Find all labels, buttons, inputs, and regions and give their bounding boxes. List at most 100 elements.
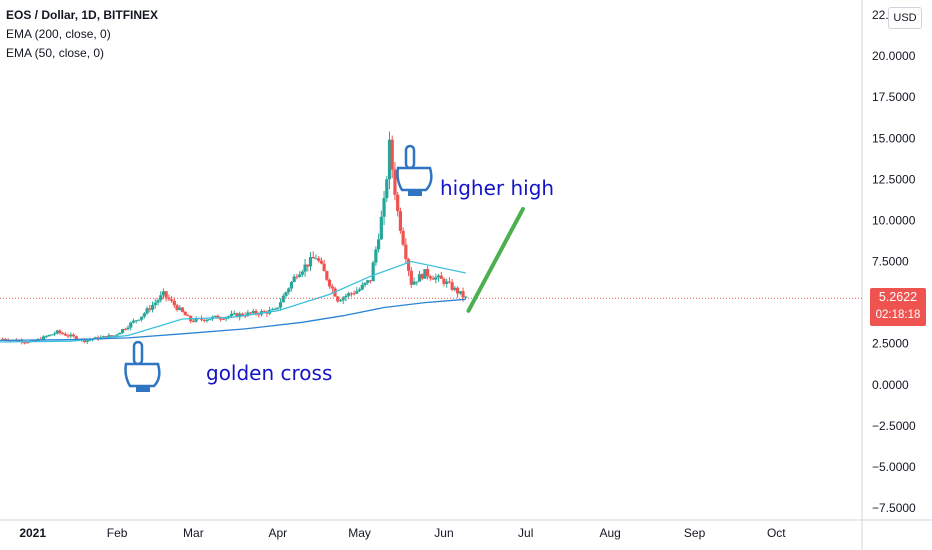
hand-pointing-down-icon [124,340,161,392]
candle-body [453,287,457,290]
candle-body [295,276,299,278]
candle-body [164,291,168,298]
candle-body [120,329,125,333]
candle-body [363,282,367,286]
price-tick-label: 15.0000 [872,131,916,145]
candle-body [338,300,343,302]
candle-body [205,319,209,321]
candle-body [442,278,446,284]
candle-body [107,335,111,339]
candle-body [300,271,304,275]
currency-button[interactable]: USD [888,7,922,29]
candle-body [134,320,138,322]
hand-pointing-down-icon [396,144,433,196]
candle-body [137,319,141,321]
hand-finger [404,144,416,170]
candle-body [308,256,313,267]
candle-body [232,313,236,315]
time-tick-label: Jun [434,526,453,540]
candle-body [175,305,179,310]
candle-body [417,274,422,282]
candle-body [153,302,157,306]
candle-body [396,194,400,212]
candle-body [289,281,294,289]
candle-body [156,300,160,303]
golden-cross-annotation: golden cross [206,361,333,385]
candle-body [257,313,261,315]
candle-body [142,313,146,317]
time-tick-label: Aug [599,526,620,540]
candle-body [63,333,67,336]
candle-body [439,275,443,279]
hand-cuff [136,386,150,392]
candle-body [464,296,468,298]
candle-body [101,336,106,338]
candle-body [227,316,231,318]
symbol-title: EOS / Dollar, 1D, BITFINEX [6,8,159,22]
candle-body [319,260,324,264]
candle-body [341,297,345,301]
candle-body [379,216,383,240]
candle-body [126,327,130,330]
candle-body [347,293,351,296]
candle-body [398,211,402,231]
time-tick-label: May [348,526,371,540]
candles [1,131,468,345]
price-tick-label: 7.5000 [872,255,909,269]
candle-body [306,264,310,267]
time-axis-labels: 2021 Feb Mar Apr May Jun Jul Aug Sep Oct [19,526,786,540]
candle-body [150,305,155,310]
candle-body [368,280,373,282]
time-tick-label: Feb [107,526,128,540]
candle-body [178,307,182,310]
candle-body [450,282,454,290]
last-price-value: 5.2622 [878,290,918,304]
candle-body [17,340,21,342]
candle-body [118,332,122,335]
projection-line [466,206,525,313]
candle-body [434,277,438,280]
price-tick-label: 2.5000 [872,337,909,351]
candle-body [50,334,54,336]
hand-palm [124,362,161,388]
candle-body [461,291,465,298]
candle-body [251,310,255,314]
candle-body [428,276,432,279]
candle-body [298,274,302,277]
candle-body [262,311,266,313]
candle-body [159,295,163,301]
candle-body [213,315,217,317]
candle-body [202,319,206,321]
time-tick-label: Oct [767,526,786,540]
candle-body [325,271,329,280]
candle-body [311,256,315,259]
candle-body [322,263,326,272]
candle-body [66,335,70,337]
price-tick-label: 20.0000 [872,49,916,63]
hand-cuff [408,190,422,196]
candle-body [219,318,223,320]
candle-body [287,288,291,293]
candle-body [194,318,198,322]
candle-body [52,333,57,335]
candle-body [436,275,441,278]
time-tick-label: Apr [268,526,287,540]
candle-body [58,330,62,334]
candle-body [404,244,408,260]
candle-body [208,319,212,321]
candle-body [292,276,296,282]
candle-body [382,198,386,217]
candle-body [88,339,92,341]
candle-body [447,281,452,283]
candle-body [426,269,430,277]
bar-countdown: 02:18:18 [875,309,921,321]
candle-body [355,290,359,294]
candle-body [85,340,89,342]
chart-legend: EOS / Dollar, 1D, BITFINEX EMA (200, clo… [6,6,158,63]
candle-body [374,249,378,263]
candle-body [270,309,274,311]
candle-body [221,318,225,320]
time-tick-label: Mar [183,526,204,540]
candle-body [61,333,65,335]
